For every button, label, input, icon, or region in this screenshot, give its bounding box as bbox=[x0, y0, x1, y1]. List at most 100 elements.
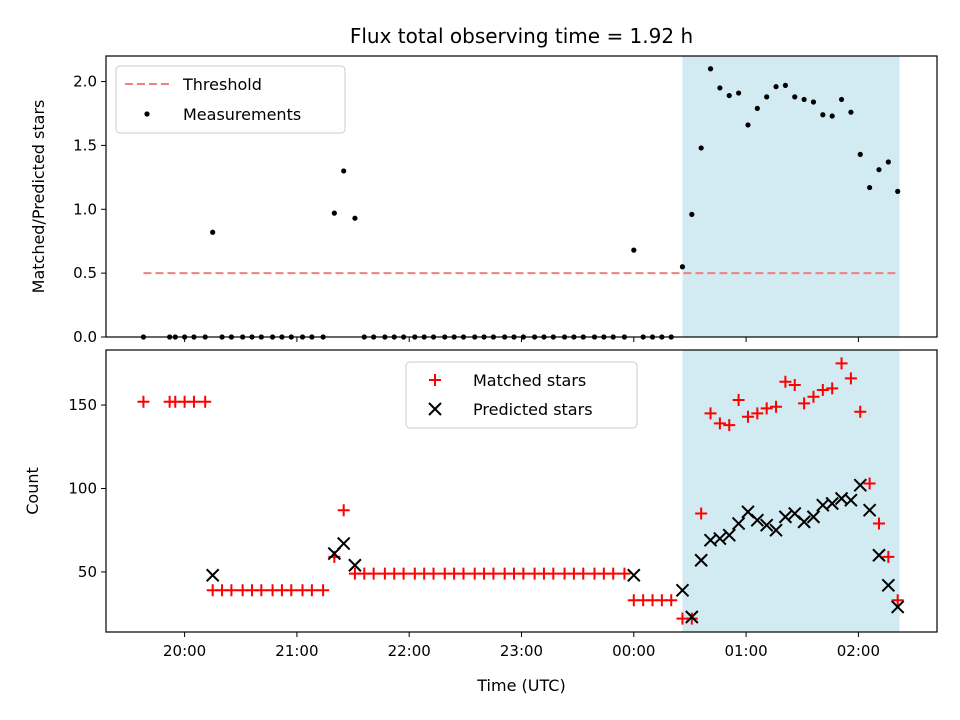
predicted-star-marker bbox=[769, 523, 783, 537]
matched-star-marker bbox=[788, 379, 801, 392]
chart-title: Flux total observing time = 1.92 h bbox=[350, 24, 693, 48]
measurement-point bbox=[707, 66, 714, 72]
matched-star-marker bbox=[457, 567, 470, 580]
legend-bottom: Matched stars Predicted stars bbox=[405, 361, 638, 429]
predicted-star-marker bbox=[627, 568, 641, 582]
legend-predicted-swatch bbox=[428, 402, 442, 416]
y-tick-label: 50 bbox=[78, 563, 97, 581]
measurement-point bbox=[736, 90, 742, 96]
legend-top: Threshold Measurements bbox=[115, 65, 346, 134]
predicted-star-marker bbox=[806, 510, 821, 524]
matched-star-marker bbox=[704, 407, 717, 420]
predicted-star-marker bbox=[825, 496, 839, 511]
matched-star-marker bbox=[844, 372, 857, 385]
matched-star-marker bbox=[854, 405, 867, 418]
matched-star-marker bbox=[367, 567, 380, 580]
x-axis-label: Time (UTC) bbox=[476, 676, 565, 695]
matched-star-marker bbox=[337, 504, 350, 517]
matched-star-marker bbox=[816, 384, 829, 397]
matched-star-marker bbox=[255, 584, 268, 597]
matched-star-marker bbox=[397, 567, 410, 580]
measurement-point bbox=[341, 168, 347, 174]
measurement-point bbox=[352, 215, 358, 221]
y-tick-label: 100 bbox=[68, 479, 97, 497]
measurement-point bbox=[331, 210, 337, 216]
y-tick-label: 150 bbox=[68, 396, 97, 414]
matched-star-marker bbox=[305, 584, 318, 597]
predicted-star-marker bbox=[731, 516, 746, 531]
predicted-star-marker bbox=[694, 553, 708, 567]
observing-window-shade bbox=[682, 56, 900, 337]
predicted-star-marker bbox=[759, 518, 774, 532]
measurement-point bbox=[754, 105, 760, 111]
matched-star-marker bbox=[798, 397, 811, 410]
matched-star-marker bbox=[760, 402, 773, 415]
measurement-point bbox=[838, 96, 845, 103]
measurement-point bbox=[726, 92, 732, 99]
matched-star-marker bbox=[547, 567, 560, 580]
predicted-star-marker bbox=[797, 515, 811, 529]
matched-star-marker bbox=[779, 375, 792, 388]
matched-star-marker bbox=[618, 567, 631, 580]
legend-predicted-label: Predicted stars bbox=[473, 400, 593, 419]
measurement-point bbox=[801, 96, 807, 103]
matched-star-marker bbox=[487, 567, 500, 580]
y-tick-label: 2.0 bbox=[73, 73, 97, 91]
y-tick-label: 1.0 bbox=[73, 200, 97, 218]
matched-star-marker bbox=[882, 550, 895, 563]
matched-star-marker bbox=[577, 567, 590, 580]
predicted-star-marker bbox=[853, 478, 867, 492]
predicted-star-marker bbox=[336, 536, 351, 551]
predicted-star-marker bbox=[881, 578, 896, 592]
predicted-star-marker bbox=[348, 558, 362, 572]
predicted-star-marker bbox=[750, 513, 765, 527]
measurement-point bbox=[631, 247, 637, 253]
legend-matched-label: Matched stars bbox=[473, 371, 586, 390]
matched-star-marker bbox=[863, 477, 876, 490]
x-tick-label: 21:00 bbox=[275, 642, 318, 660]
top-panel: 0.0 0.5 1.0 1.5 2.0 Threshold Measurements Flux… bbox=[29, 24, 938, 346]
matched-star-marker bbox=[665, 594, 678, 607]
measurement-point bbox=[773, 84, 779, 90]
measurement-point bbox=[764, 94, 770, 100]
measurement-point bbox=[745, 122, 751, 128]
x-tick-label: 22:00 bbox=[388, 642, 431, 660]
matched-star-marker bbox=[751, 407, 764, 420]
matched-star-marker bbox=[891, 594, 904, 607]
measurement-point bbox=[848, 109, 854, 115]
bottom-panel: 50 100 150 20:00 21:00 22:00 23:00 00:00 01:00 02… bbox=[23, 349, 938, 695]
measurement-point bbox=[698, 145, 704, 151]
matched-star-marker bbox=[187, 395, 200, 408]
matched-star-marker bbox=[770, 400, 783, 413]
measurement-point bbox=[876, 167, 882, 173]
x-tick-label: 23:00 bbox=[500, 642, 543, 660]
predicted-star-marker bbox=[862, 503, 877, 517]
legend-box bbox=[115, 65, 346, 134]
measurement-point bbox=[885, 159, 891, 165]
measurement-point bbox=[689, 211, 695, 217]
matched-star-marker bbox=[807, 390, 820, 403]
matched-star-marker bbox=[317, 584, 330, 597]
x-tick-label: 01:00 bbox=[724, 642, 767, 660]
matched-star-marker bbox=[285, 584, 298, 597]
y-axis-label: Count bbox=[23, 467, 42, 515]
predicted-star-marker bbox=[890, 600, 905, 614]
measurement-point bbox=[782, 82, 788, 88]
axes-frame bbox=[105, 349, 938, 633]
matched-star-marker bbox=[199, 395, 212, 408]
measurement-point bbox=[857, 151, 863, 157]
x-tick-label: 20:00 bbox=[163, 642, 206, 660]
x-tick-label: 00:00 bbox=[612, 642, 655, 660]
matched-star-marker bbox=[713, 417, 726, 430]
matched-star-marker bbox=[607, 567, 620, 580]
predicted-star-marker bbox=[844, 493, 858, 507]
matched-star-marker bbox=[723, 419, 736, 432]
measurement-point bbox=[792, 94, 798, 100]
matched-star-marker bbox=[225, 584, 238, 597]
measurement-point bbox=[717, 85, 723, 91]
matched-star-marker bbox=[517, 567, 530, 580]
matched-star-marker bbox=[826, 382, 839, 395]
measurement-point bbox=[867, 184, 873, 191]
matched-star-marker bbox=[695, 507, 708, 520]
